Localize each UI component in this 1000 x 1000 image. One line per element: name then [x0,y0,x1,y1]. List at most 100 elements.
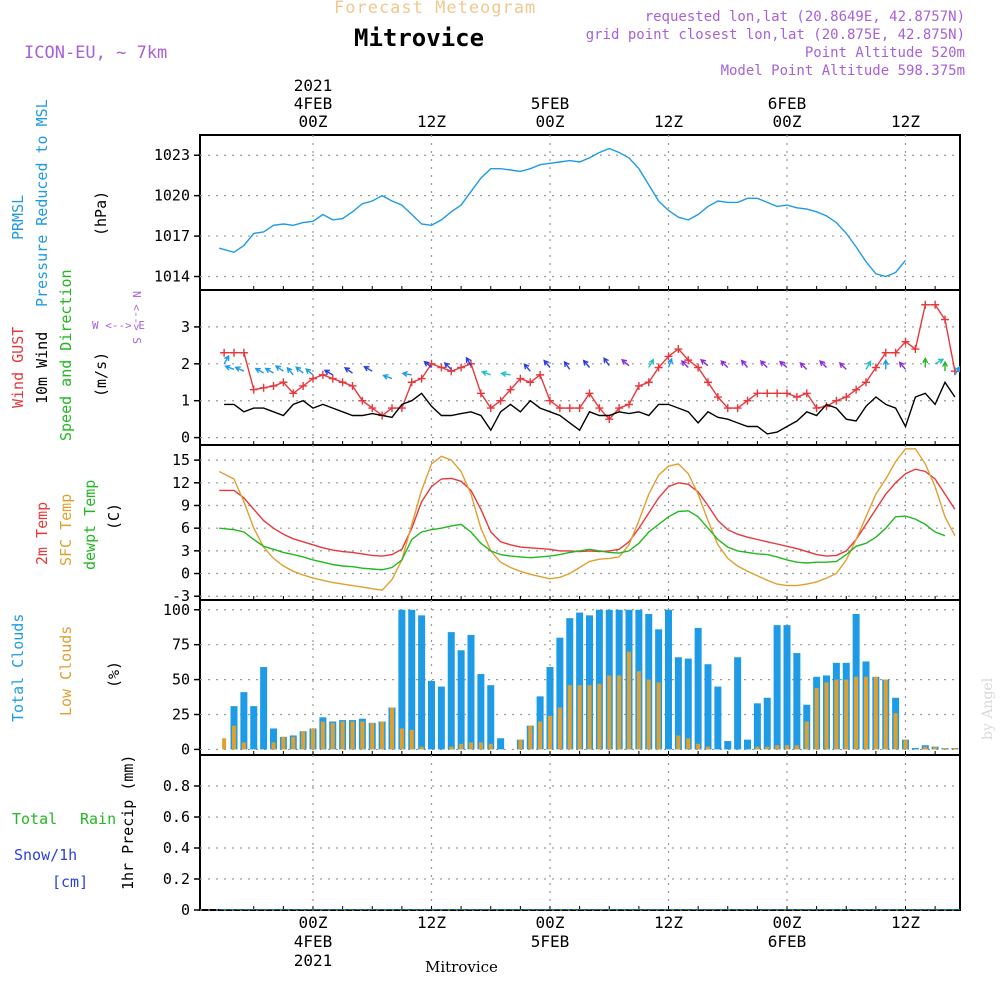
low-cloud-bar [824,682,829,750]
wind-gust-marker [654,363,663,372]
wind-direction-arrow [480,370,491,377]
wind-gust-marker [486,404,495,413]
low-cloud-bar [488,743,493,750]
low-cloud-bar [696,743,701,750]
wind-direction-arrow [443,361,452,370]
low-cloud-bar [646,679,651,750]
ytick-label-temp: 15 [172,451,190,469]
ytick-label-clouds: 0 [181,740,190,758]
wind-direction-arrow [274,365,284,372]
low-cloud-bar [557,707,562,750]
wind-gust-marker [802,389,811,398]
wind-direction-arrow [423,360,432,369]
ytick-label-precip: 0.4 [163,839,190,857]
wind-gust-marker [249,385,258,394]
ytick-label-precip: 0.6 [163,808,190,826]
wind-gust-marker [546,396,554,405]
wind-gust-marker [595,404,604,413]
total-cloud-bar [566,618,574,750]
wind-direction-arrow [543,359,551,368]
ytick-label-wind: 1 [181,392,190,410]
wind-direction-arrow [922,357,929,368]
wind-gust-marker [773,389,782,398]
low-cloud-bar [350,721,355,750]
wind-direction-arrow [223,354,230,365]
wind-gust-marker [713,393,722,402]
wind-gust-marker [289,389,298,398]
wind-gust-marker [536,370,545,379]
low-cloud-bar [567,685,572,750]
low-cloud-bar [834,679,839,750]
wind-gust-marker [881,348,890,357]
low-cloud-bar [804,721,809,750]
top-time-label: 12Z [417,112,446,131]
ytick-label-clouds: 75 [172,636,190,654]
total-cloud-bar [744,739,751,750]
wind-gust-marker [644,378,653,387]
total-cloud-bar [684,658,692,750]
wind-direction-arrow [563,360,571,370]
precip-label-cm: [cm] [52,873,89,891]
total-cloud-bar [546,667,554,750]
panel-frame-pressure [199,134,961,291]
wind-gust-marker [871,363,880,372]
ytick-label-wind: 3 [181,318,190,336]
wind-gust-marker [852,385,861,394]
low-cloud-bar [686,738,691,750]
low-cloud-bar [340,721,345,750]
ytick-label-wind: 2 [181,355,190,373]
low-cloud-bar [883,679,888,750]
wind-gust-marker [911,345,920,354]
low-cloud-bar [370,722,375,750]
wind-gust-marker [723,404,732,413]
bottom-time-label: 12Z [891,913,920,932]
wind-direction-arrow [343,367,353,374]
wind-gust-marker [269,381,278,390]
wind-direction-arrow [799,361,808,370]
bottom-year-label: 2021 [294,951,333,970]
gridpoint-coords: grid point closest lon,lat (20.875E, 42.… [585,27,965,43]
wind-gust-marker [812,404,821,413]
ytick-label-pressure: 1023 [154,146,190,164]
low-cloud-bar [873,676,878,750]
low-cloud-bar [459,743,464,750]
total-cloud-bar [250,706,258,750]
wind-direction-arrow [500,371,511,377]
low-cloud-bar [864,676,868,750]
wind-gust-marker [388,404,396,413]
wind-direction-arrow [363,365,373,372]
wind-gust-marker [763,389,772,398]
wind-gust-marker [220,348,229,357]
ytick-label-wind: 0 [181,429,190,447]
wind-direction-arrow [648,358,654,368]
total-cloud-bar [408,609,416,750]
wind-direction-arrow [865,360,872,370]
compass-we: W <--> E [92,319,145,332]
wind-gust-marker [239,348,248,357]
top-time-label: 12Z [654,112,683,131]
total-cloud-bar [595,609,603,750]
low-cloud-bar [538,721,543,750]
wind-gust-marker [674,345,683,354]
wind-gust-marker [684,356,693,365]
wind-direction-arrow [667,357,674,368]
total-cloud-bar [783,625,791,750]
bottom-date-label: 6FEB [768,932,807,951]
pressure-line [219,147,907,278]
ytick-label-pressure: 1020 [154,187,190,205]
wind-direction-arrow [882,358,889,370]
low-cloud-bar [409,729,414,750]
wind-gust-marker [921,300,930,309]
panel-frame-precip [199,754,961,911]
wind-gust-marker [792,393,801,402]
total-cloud-bar [556,637,564,750]
wind-gust-marker [891,348,900,357]
panel-frame-temp [199,444,961,601]
low-cloud-bar [330,722,335,750]
wind-gust-marker [901,337,910,346]
total-cloud-bar [418,615,426,750]
ytick-label-temp: 6 [181,519,190,537]
wind-gust-marker [506,385,515,394]
wind-direction-arrow [699,358,709,367]
total-cloud-bar [260,667,268,750]
